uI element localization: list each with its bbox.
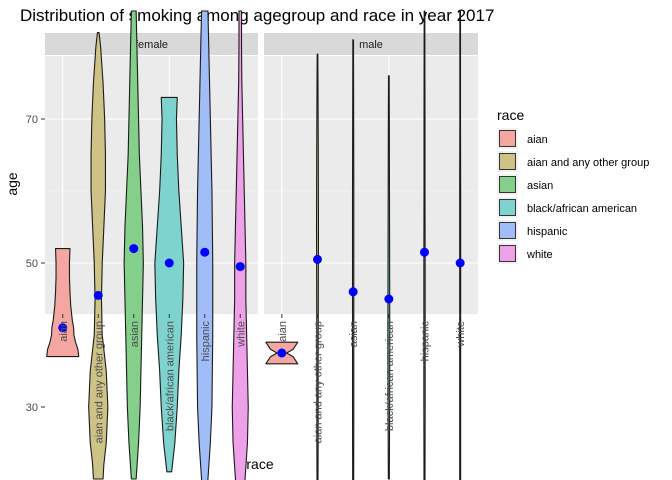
- y-tick-label: 30: [26, 402, 38, 414]
- legend-item-aian-and-any-other-group: aian and any other group: [497, 151, 649, 172]
- legend-swatch: [499, 153, 516, 170]
- legend-item-hispanic: hispanic: [497, 220, 568, 241]
- violin-female-white: [231, 10, 249, 480]
- violin-male-aian-and-any-other-group: [315, 53, 320, 480]
- legend: race aian aian and any other group asian bl…: [497, 107, 649, 264]
- x-tick-label: black/african american: [384, 321, 396, 431]
- violin-female-aian-and-any-other-group: [88, 32, 109, 480]
- legend-swatch: [499, 130, 516, 147]
- violin-female-aian: [46, 248, 80, 358]
- mean-point-female-aian-and-any-other-group: [93, 290, 103, 300]
- chart-title: Distribution of smoking among agegroup a…: [20, 6, 494, 25]
- x-tick-label: white: [235, 321, 247, 348]
- x-tick-label: aian: [58, 321, 70, 342]
- legend-title: race: [497, 107, 524, 123]
- legend-item-aian: aian: [497, 128, 548, 149]
- legend-label: asian: [527, 180, 553, 192]
- legend-swatch: [499, 176, 516, 193]
- violin-female-hispanic: [196, 10, 214, 480]
- mean-point-male-white: [455, 258, 465, 268]
- x-tick-label: asian: [348, 321, 360, 347]
- mean-point-female-black-african-american: [164, 258, 174, 268]
- legend-label: hispanic: [527, 226, 568, 238]
- mean-point-female-white: [235, 262, 245, 272]
- mean-point-male-black-african-american: [384, 294, 394, 304]
- x-tick-label: aian: [277, 321, 289, 342]
- legend-label: aian and any other group: [527, 157, 649, 169]
- legend-item-black-african-american: black/african american: [497, 197, 637, 218]
- facet-strip-label: female: [135, 39, 168, 51]
- facet-female: female aian aian and any other group asian b…: [45, 10, 258, 480]
- mean-point-male-aian: [277, 348, 287, 358]
- y-axis: 30 50 70: [26, 114, 45, 414]
- facet-male: male aian aian and any other group asian bla…: [264, 10, 478, 480]
- legend-label: white: [526, 249, 553, 261]
- facet-strip-label: male: [359, 39, 383, 51]
- x-tick-label: hispanic: [200, 321, 212, 362]
- x-tick-label: white: [455, 321, 467, 348]
- legend-swatch: [499, 222, 516, 239]
- y-tick-label: 70: [26, 114, 38, 126]
- violin-male-white: [459, 10, 462, 480]
- y-axis-title: age: [4, 172, 20, 196]
- violin-female-black-african-american: [154, 96, 185, 473]
- x-axis-title: race: [246, 456, 273, 472]
- mean-point-female-aian: [58, 323, 68, 333]
- panel-background: [45, 56, 258, 314]
- legend-item-asian: asian: [497, 174, 553, 195]
- mean-point-female-asian: [129, 244, 139, 254]
- mean-point-male-hispanic: [420, 247, 429, 257]
- mean-point-female-hispanic: [200, 247, 210, 257]
- violin-male-black-african-american: [387, 75, 391, 480]
- x-tick-label: black/african american: [164, 321, 176, 431]
- x-tick-label: hispanic: [420, 321, 432, 362]
- x-tick-label: asian: [129, 321, 141, 347]
- legend-label: black/african american: [527, 203, 637, 215]
- x-tick-label: aian and any other group: [313, 321, 325, 443]
- legend-item-white: white: [497, 243, 553, 264]
- legend-label: aian: [527, 134, 548, 146]
- legend-swatch: [499, 245, 516, 262]
- facet-panels: female aian aian and any other group asian b…: [45, 10, 478, 480]
- panel-background: [264, 56, 478, 314]
- violin-male-hispanic: [423, 10, 426, 480]
- mean-point-male-aian-and-any-other-group: [313, 254, 322, 264]
- mean-point-male-asian: [348, 287, 358, 297]
- y-tick-label: 50: [26, 258, 38, 270]
- legend-swatch: [499, 199, 516, 216]
- x-tick-label: aian and any other group: [93, 321, 105, 443]
- violin-male-asian: [351, 39, 355, 480]
